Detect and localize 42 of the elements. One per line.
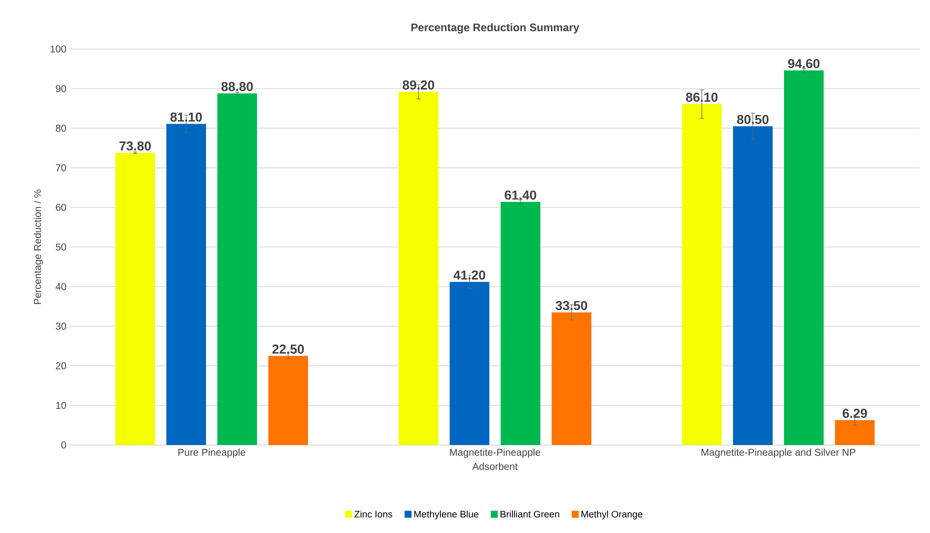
chart-title: Percentage Reduction Summary [411, 23, 580, 34]
y-tick-label: 70 [56, 164, 66, 172]
x-tick-label: Magnetite-Pineapple and Silver NP [702, 448, 856, 458]
data-label: 33.50 [556, 300, 588, 310]
y-tick-label: 100 [50, 45, 66, 53]
bar [552, 312, 592, 445]
legend-label: Zinc Ions [354, 510, 392, 518]
data-label: 88.80 [221, 82, 253, 92]
bar [784, 70, 824, 445]
y-tick-label: 60 [56, 204, 66, 211]
bar [398, 92, 438, 445]
bar [115, 152, 155, 445]
x-tick-label: Pure Pineapple [178, 448, 246, 458]
legend-label: Methylene Blue [414, 510, 478, 520]
data-label: 89.20 [402, 80, 434, 90]
y-tick-label: 50 [56, 243, 66, 251]
bar [166, 124, 206, 445]
data-label: 41.20 [454, 270, 486, 280]
y-tick-label: 0 [61, 441, 66, 449]
y-tick-label: 10 [56, 402, 66, 409]
legend-label: Methyl Orange [582, 510, 642, 520]
y-axis-title: Percentage Reduction / % [34, 189, 44, 304]
y-tick-label: 40 [56, 283, 66, 290]
x-tick-label: Magnetite-Pineapple [450, 448, 540, 458]
data-label: 61.40 [504, 190, 536, 200]
y-tick-label: 90 [56, 85, 66, 92]
y-tick-label: 20 [56, 362, 66, 370]
bar [217, 93, 257, 445]
legend-label: Brilliant Green [500, 510, 560, 518]
bar [500, 202, 540, 445]
data-label: 6.29 [842, 408, 867, 418]
bar [450, 282, 490, 445]
bar [733, 126, 773, 445]
bar [835, 420, 875, 445]
y-tick-label: 30 [56, 322, 66, 330]
data-label: 73.80 [120, 141, 151, 151]
bar [268, 356, 308, 445]
data-label: 22.50 [272, 344, 304, 354]
data-label: 94.60 [788, 59, 820, 68]
x-axis-title: Adsorbent [472, 462, 518, 470]
y-tick-label: 80 [56, 124, 66, 132]
bar [682, 104, 722, 445]
